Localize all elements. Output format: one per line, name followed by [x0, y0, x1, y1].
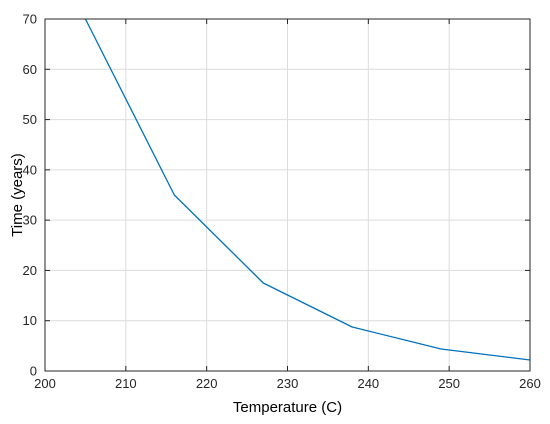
y-tick-label: 60 — [23, 62, 37, 77]
y-tick-label: 0 — [30, 364, 37, 379]
grid-lines — [44, 18, 531, 372]
x-tick-label: 210 — [115, 376, 137, 391]
y-tick-label: 50 — [23, 112, 37, 127]
y-axis-label: Time (years) — [9, 153, 26, 237]
y-tick-label: 40 — [23, 162, 37, 177]
axis-ticks: 200 210 220 230 240 250 260 0 10 20 30 40 50 60 70 — [23, 12, 541, 392]
series-line — [84, 18, 531, 361]
y-tick-label: 20 — [23, 263, 37, 278]
y-tick-label: 30 — [23, 213, 37, 228]
x-tick-label: 260 — [519, 376, 541, 391]
y-tick-label: 10 — [23, 313, 37, 328]
y-tick-label: 70 — [23, 12, 37, 27]
x-axis-label: Temperature (C) — [233, 399, 342, 416]
x-tick-label: 200 — [34, 376, 56, 391]
x-tick-label: 240 — [357, 376, 379, 391]
series-layer — [84, 18, 531, 361]
x-tick-label: 250 — [438, 376, 460, 391]
x-tick-label: 230 — [277, 376, 299, 391]
x-tick-label: 220 — [196, 376, 218, 391]
